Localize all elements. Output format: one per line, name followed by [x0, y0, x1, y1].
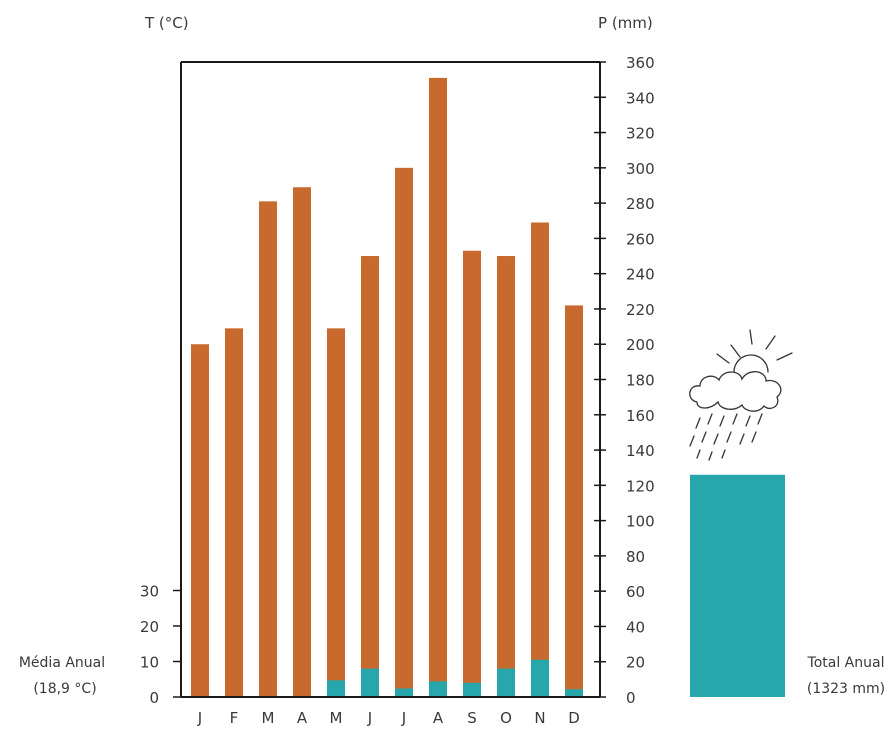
month-label: F [230, 709, 239, 727]
month-label: N [534, 709, 545, 727]
month-label: A [433, 709, 444, 727]
month-label: J [197, 709, 202, 727]
month-label: A [297, 709, 308, 727]
temperature-axis: 0 10 20 30 [140, 62, 182, 707]
temperature-bar [497, 668, 515, 697]
precipitation-bar [565, 305, 583, 697]
temperature-bar [565, 689, 583, 697]
precipitation-tick-label: 80 [626, 548, 645, 566]
month-label: J [367, 709, 372, 727]
month-label: O [500, 709, 512, 727]
precipitation-tick-label: 360 [626, 54, 655, 72]
precipitation-bar [463, 250, 481, 697]
precipitation-tick-label: 280 [626, 195, 655, 213]
precipitation-tick-label: 20 [626, 654, 645, 672]
month-label: S [467, 709, 477, 727]
precipitation-bar [259, 201, 277, 697]
precipitation-tick-label: 300 [626, 160, 655, 178]
precipitation-tick-label: 120 [626, 477, 655, 495]
temperature-bar [395, 688, 413, 697]
bars-layer [191, 77, 583, 698]
precipitation-tick-label: 260 [626, 230, 655, 248]
precipitation-bar [225, 328, 243, 697]
annual-total-label: Total Anual [807, 655, 885, 671]
precipitation-bar [497, 256, 515, 697]
temperature-tick-label: 20 [140, 618, 159, 636]
temperature-bar [531, 659, 549, 697]
temperature-bar [429, 681, 447, 697]
precipitation-tick-label: 100 [626, 513, 655, 531]
precipitation-tick-label: 140 [626, 442, 655, 460]
precipitation-bar [191, 344, 209, 697]
annual-mean-value: (18,9 °C) [33, 681, 96, 697]
precipitation-tick-label: 40 [626, 618, 645, 636]
precipitation-axis: 0 20 40 60 80 100 120 140 160 180 200 220 240 260 280 3… [181, 54, 655, 707]
precipitation-bar [293, 187, 311, 697]
precipitation-tick-label: 60 [626, 583, 645, 601]
month-label: M [262, 709, 275, 727]
temperature-bar [463, 682, 481, 697]
precipitation-tick-label: 0 [626, 689, 636, 707]
precipitation-bar [327, 328, 345, 697]
precipitation-bar [361, 256, 379, 697]
precipitation-tick-label: 240 [626, 266, 655, 284]
month-label: D [568, 709, 580, 727]
precipitation-tick-label: 200 [626, 336, 655, 354]
weather-icon [689, 329, 793, 461]
precipitation-bar [429, 77, 447, 697]
temperature-bar [361, 668, 379, 697]
precipitation-axis-title: P (mm) [598, 14, 653, 32]
temperature-tick-label: 30 [140, 583, 159, 601]
precipitation-bar [531, 222, 549, 697]
temperature-bar [327, 680, 345, 697]
precipitation-bar [395, 167, 413, 698]
annual-total-bar [690, 474, 785, 697]
precipitation-tick-label: 220 [626, 301, 655, 319]
annual-mean-label: Média Anual [19, 655, 105, 671]
annual-total-value: (1323 mm) [807, 681, 885, 697]
temperature-axis-title: T (°C) [144, 14, 189, 32]
temperature-tick-label: 10 [140, 654, 159, 672]
precipitation-tick-label: 180 [626, 372, 655, 390]
month-label: J [401, 709, 406, 727]
month-label: M [330, 709, 343, 727]
precipitation-tick-label: 340 [626, 89, 655, 107]
temperature-tick-label: 0 [149, 689, 159, 707]
precipitation-tick-label: 160 [626, 407, 655, 425]
precipitation-tick-label: 320 [626, 125, 655, 143]
